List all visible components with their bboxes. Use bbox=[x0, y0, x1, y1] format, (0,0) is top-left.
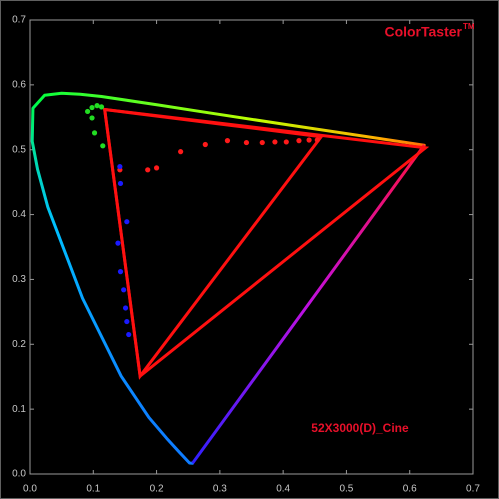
x-tick-label: 0.4 bbox=[276, 484, 290, 495]
measured-point bbox=[202, 141, 208, 148]
measured-point bbox=[84, 108, 91, 115]
measured-point bbox=[296, 138, 302, 144]
y-tick-label: 0.5 bbox=[12, 144, 26, 155]
measured-point bbox=[117, 163, 123, 170]
gamut-triangle bbox=[102, 107, 324, 380]
measured-point bbox=[115, 240, 121, 246]
x-tick-label: 0.7 bbox=[466, 484, 480, 495]
x-tick-label: 0.5 bbox=[339, 484, 353, 495]
y-tick-label: 0.2 bbox=[12, 339, 26, 350]
y-tick-label: 0.4 bbox=[12, 209, 26, 220]
measured-point bbox=[243, 139, 250, 146]
measured-point bbox=[272, 139, 278, 145]
measured-point bbox=[117, 180, 124, 187]
measured-point bbox=[121, 287, 127, 293]
measured-point bbox=[259, 139, 265, 146]
y-tick-label: 0.7 bbox=[12, 15, 26, 26]
measured-point bbox=[224, 138, 231, 144]
x-tick-label: 0.0 bbox=[23, 484, 37, 495]
x-tick-label: 0.1 bbox=[86, 484, 100, 495]
device-label: 52X3000(D)_Cine bbox=[311, 421, 409, 435]
plot-area bbox=[29, 19, 474, 475]
spectral-locus bbox=[30, 91, 426, 465]
brand-mark: TM bbox=[463, 22, 475, 31]
y-tick-label: 0.6 bbox=[12, 79, 26, 90]
measured-point bbox=[98, 104, 105, 110]
measured-point bbox=[94, 103, 100, 109]
measured-point bbox=[89, 104, 95, 111]
y-tick-label: 0.0 bbox=[12, 469, 26, 480]
y-tick-label: 0.1 bbox=[12, 404, 26, 415]
x-tick-label: 0.2 bbox=[150, 484, 164, 495]
x-tick-label: 0.3 bbox=[213, 484, 227, 495]
measured-point bbox=[145, 167, 151, 173]
measured-point bbox=[153, 165, 160, 171]
purple-line bbox=[191, 144, 426, 465]
measured-point bbox=[117, 269, 124, 275]
measured-point bbox=[314, 137, 320, 143]
measured-point bbox=[91, 130, 98, 136]
measured-point bbox=[126, 331, 132, 338]
measured-point bbox=[178, 149, 184, 155]
measured-point bbox=[124, 219, 130, 225]
measured-point bbox=[100, 143, 106, 149]
measured-point bbox=[283, 139, 289, 145]
x-tick-label: 0.6 bbox=[403, 484, 417, 495]
measured-point bbox=[306, 137, 312, 143]
measured-point bbox=[124, 318, 130, 325]
measured-point bbox=[122, 305, 129, 311]
measured-point bbox=[89, 115, 95, 121]
y-tick-label: 0.3 bbox=[12, 274, 26, 285]
brand: ColorTaster bbox=[384, 24, 462, 40]
